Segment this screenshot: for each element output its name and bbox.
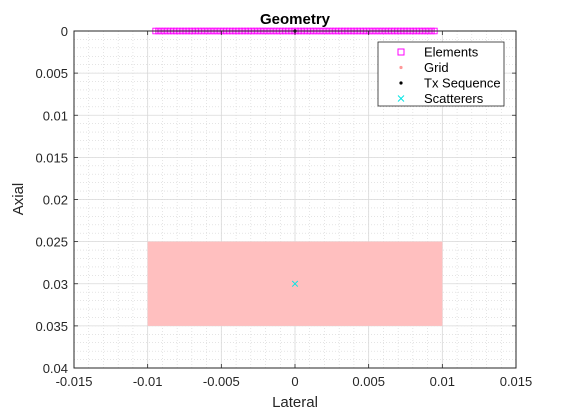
y-axis-label: Axial [10, 183, 27, 216]
x-tick-label: -0.01 [133, 374, 163, 389]
scatterer-stroke [291, 280, 299, 287]
x-tick-label: 0.01 [430, 374, 455, 389]
legend-marker-dot [399, 65, 403, 70]
legend-label: Grid [424, 60, 449, 75]
x-axis-label: Lateral [272, 394, 318, 411]
x-tick-label: 0 [291, 374, 298, 389]
y-tick-label: 0.035 [35, 319, 68, 334]
x-tick-label: 0.015 [500, 374, 533, 389]
y-tick-label: 0.005 [35, 66, 68, 81]
x-tick-labels: -0.015 -0.01 -0.005 0 0.005 0.01 0.015 [56, 374, 533, 389]
legend-entry: Elements [397, 45, 479, 60]
chart-title: Geometry [260, 11, 331, 28]
tick-marks [73, 30, 517, 369]
x-tick-label: -0.015 [56, 374, 93, 389]
legend-marker-dot [399, 81, 403, 85]
scatterer-marker [291, 280, 299, 287]
y-tick-label: 0 [61, 24, 68, 39]
legend-label: Elements [424, 45, 479, 60]
x-tick-label: -0.005 [203, 374, 240, 389]
legend-label: Tx Sequence [424, 76, 501, 91]
y-tick-label: 0.01 [43, 108, 68, 123]
legend-box [377, 41, 505, 107]
legend-entry: Scatterers [397, 91, 484, 106]
y-tick-labels: 0 0.005 0.01 0.015 0.02 0.025 0.03 0.035 0.04 [35, 24, 68, 376]
legend-marker-square [397, 48, 405, 56]
y-tick-label: 0.02 [43, 193, 68, 208]
x-tick-label: 0.005 [352, 374, 385, 389]
y-tick-label: 0.025 [35, 235, 68, 250]
y-tick-label: 0.03 [43, 277, 68, 292]
legend-label: Scatterers [424, 91, 484, 106]
y-tick-label: 0.015 [35, 150, 68, 165]
legend-entry: Grid [399, 60, 449, 75]
legend-marker-x [397, 95, 405, 102]
legend-entry: Tx Sequence [399, 76, 501, 91]
y-tick-label: 0.04 [43, 361, 68, 376]
